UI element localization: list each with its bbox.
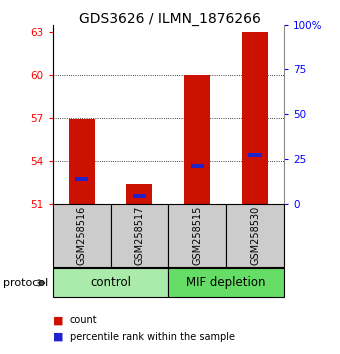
Bar — [184, 75, 210, 204]
Text: percentile rank within the sample: percentile rank within the sample — [70, 332, 235, 342]
Text: count: count — [70, 315, 97, 325]
Bar — [242, 32, 268, 204]
Bar — [191, 164, 204, 169]
Bar — [168, 204, 226, 267]
Bar — [53, 268, 168, 297]
Text: GDS3626 / ILMN_1876266: GDS3626 / ILMN_1876266 — [79, 12, 261, 27]
Text: control: control — [90, 276, 131, 289]
Text: GSM258530: GSM258530 — [250, 206, 260, 265]
Text: ■: ■ — [53, 332, 63, 342]
Text: protocol: protocol — [3, 278, 49, 288]
Bar — [226, 204, 284, 267]
Bar — [168, 268, 284, 297]
Bar — [75, 177, 88, 181]
Bar — [126, 183, 152, 204]
Bar — [249, 153, 261, 157]
Text: GSM258515: GSM258515 — [192, 206, 202, 265]
Bar — [69, 119, 95, 204]
Bar — [133, 194, 146, 198]
Text: ■: ■ — [53, 315, 63, 325]
Text: GSM258516: GSM258516 — [76, 206, 87, 265]
Bar — [53, 204, 110, 267]
Bar — [110, 204, 168, 267]
Text: GSM258517: GSM258517 — [134, 206, 144, 265]
Text: MIF depletion: MIF depletion — [186, 276, 266, 289]
